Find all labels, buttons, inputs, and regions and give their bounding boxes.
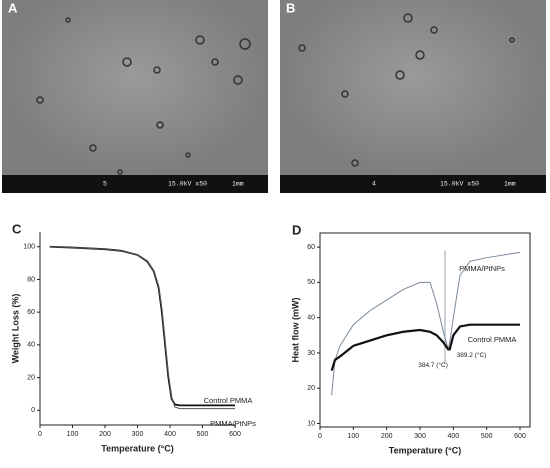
y-tick-label: 30	[307, 350, 315, 357]
y-axis-label: Weight Loss (%)	[10, 294, 20, 364]
series-line	[331, 251, 521, 396]
sem-image-b	[280, 0, 546, 193]
x-tick-label: 300	[414, 433, 426, 440]
plot-frame	[319, 232, 531, 428]
series-line	[49, 245, 235, 407]
y-tick-label: 100	[23, 244, 35, 251]
y-tick-label: 80	[27, 276, 35, 283]
y-tick-label: 20	[307, 385, 315, 392]
x-tick-label: 100	[347, 433, 359, 440]
x-tick-label: 100	[67, 431, 79, 438]
x-tick-label: 500	[481, 433, 493, 440]
x-tick-label: 400	[164, 431, 176, 438]
annotation: 384.7 (°C)	[418, 361, 448, 369]
series-label: PMMA/PtNPs	[210, 419, 256, 428]
sem-image-a	[2, 0, 268, 193]
panel-label: D	[292, 222, 301, 237]
series-line	[330, 323, 520, 371]
series-label: PMMA/PtNPs	[459, 264, 505, 273]
y-axis-label: Heat flow (mW)	[290, 298, 300, 363]
x-tick-label: 500	[197, 431, 209, 438]
y-tick-label: 10	[307, 420, 315, 427]
x-tick-label: 0	[318, 433, 322, 440]
x-tick-label: 400	[447, 433, 459, 440]
scale-text: 1mm	[232, 181, 244, 188]
series-label: Control PMMA	[204, 396, 253, 405]
y-tick-label: 0	[31, 407, 35, 414]
panel-label: C	[12, 221, 22, 236]
x-axis-label: Temperature (°C)	[389, 445, 461, 455]
scale-text: 5	[103, 181, 107, 188]
panel-label: A	[8, 0, 18, 15]
scale-text: 15.0kV x50	[168, 181, 207, 188]
x-tick-label: 600	[229, 431, 241, 438]
x-tick-label: 600	[514, 433, 526, 440]
y-tick-label: 60	[27, 309, 35, 316]
y-tick-label: 40	[307, 314, 315, 321]
x-tick-label: 200	[99, 431, 111, 438]
series-line	[49, 246, 235, 410]
scale-text: 4	[372, 181, 376, 188]
y-tick-label: 40	[27, 342, 35, 349]
y-tick-label: 20	[27, 374, 35, 381]
y-tick-label: 60	[307, 244, 315, 251]
x-tick-label: 300	[132, 431, 144, 438]
x-tick-label: 200	[381, 433, 393, 440]
series-label: Control PMMA	[468, 335, 517, 344]
panel-label: B	[286, 0, 295, 15]
x-tick-label: 0	[38, 431, 42, 438]
y-tick-label: 50	[307, 279, 315, 286]
x-axis-label: Temperature (°C)	[101, 443, 173, 453]
annotation: 389.2 (°C)	[457, 351, 487, 359]
scale-text: 15.0kV x50	[440, 181, 479, 188]
scale-text: 1mm	[504, 181, 516, 188]
